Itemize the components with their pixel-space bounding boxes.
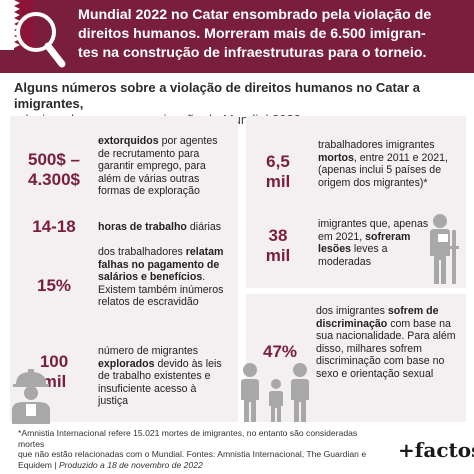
factos-logo: +factos: [398, 438, 474, 462]
stat-exploited-number: 100 mil: [39, 352, 69, 391]
stat-discrimination-number: 47%: [262, 342, 298, 361]
header-banner: Mundial 2022 no Catar ensombrado pela vi…: [0, 0, 474, 73]
stat-wages-desc: dos trabalhadores relatam falhas no paga…: [98, 246, 224, 309]
qatar-flag: [0, 0, 34, 50]
left-panel: [10, 116, 238, 422]
stat-extortion-desc: extorquidos por agentes de recrutamento …: [98, 135, 218, 198]
stat-hours-number: 14-18: [32, 217, 76, 236]
right-panel-top: [246, 116, 466, 288]
stat-hours-desc: horas de trabalho diárias: [98, 221, 222, 233]
stat-deaths-desc: trabalhadores imigrantes mortos, entre 2…: [318, 139, 448, 189]
headline: Mundial 2022 no Catar ensombrado pela vi…: [78, 7, 432, 61]
stat-extortion-number: 500$ – 4.300$: [28, 150, 80, 189]
footnote: *Amnistia Internacional refere 15.021 mo…: [18, 428, 367, 470]
stat-wages-number: 15%: [36, 276, 72, 295]
magnifier-icon: [16, 12, 66, 68]
family-icon: [241, 363, 309, 422]
stat-exploited-desc: número de migrantes explorados devido às…: [98, 345, 222, 408]
stat-deaths-number: 6,5 mil: [265, 152, 291, 191]
stat-discrimination-desc: dos imigrantes sofrem de discriminação c…: [316, 305, 456, 380]
stat-injuries-number: 38 mil: [265, 226, 291, 265]
injured-person-icon: [430, 214, 459, 284]
worker-icon: [12, 369, 50, 424]
stat-injuries-desc: imigrantes que, apenas em 2021, sofreram…: [318, 218, 429, 268]
